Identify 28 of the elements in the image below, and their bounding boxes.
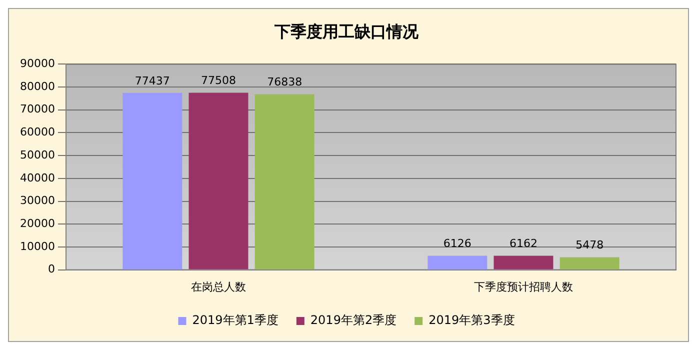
y-tick-label: 30000 <box>20 194 55 208</box>
data-label: 6126 <box>443 237 472 250</box>
data-label: 5478 <box>576 238 604 252</box>
legend-label: 2019年第2季度 <box>310 313 397 328</box>
data-label: 6162 <box>510 237 538 250</box>
bar <box>560 257 620 270</box>
bar <box>428 256 488 270</box>
y-tick-label: 60000 <box>20 126 55 139</box>
bar <box>254 94 314 270</box>
x-tick-label: 在岗总人数 <box>190 280 246 294</box>
y-tick-label: 50000 <box>20 148 55 162</box>
bar <box>122 92 182 270</box>
y-tick-label: 40000 <box>20 171 55 184</box>
bar <box>188 92 248 270</box>
y-tick-label: 80000 <box>20 80 55 93</box>
x-tick-label: 下季度预计招聘人数 <box>474 280 573 294</box>
legend-label: 2019年第3季度 <box>428 313 515 328</box>
y-tick-label: 0 <box>48 262 55 276</box>
legend-label: 2019年第1季度 <box>192 313 278 328</box>
y-tick-label: 70000 <box>20 102 55 116</box>
y-tick-label: 90000 <box>20 57 55 70</box>
y-tick-label: 10000 <box>20 240 55 253</box>
chart-title: 下季度用工缺口情况 <box>274 22 420 41</box>
bar <box>494 256 554 270</box>
y-tick-label: 20000 <box>20 216 55 230</box>
data-label: 77508 <box>200 74 236 88</box>
data-label: 76838 <box>267 76 302 89</box>
data-label: 77437 <box>134 74 170 88</box>
